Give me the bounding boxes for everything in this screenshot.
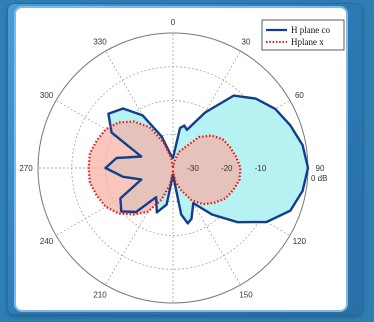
series-layer	[87, 94, 310, 225]
angle-tick-label-240: 240	[40, 237, 54, 246]
polar-chart: 0306090120150180210240270300330-30-20-10…	[19, 18, 345, 304]
angle-tick-label-90: 90	[316, 164, 325, 173]
angle-tick-label-270: 270	[19, 164, 33, 173]
grid-spoke	[172, 167, 241, 286]
legend: H plane co Hplane x	[261, 19, 345, 51]
label-layer: 0306090120150180210240270300330-30-20-10…	[19, 18, 327, 299]
series-line-hplane-x	[87, 120, 242, 216]
angle-tick-label-30: 30	[242, 38, 251, 47]
grid-spoke	[172, 167, 291, 236]
grid-spoke	[172, 50, 241, 169]
grid-spoke	[105, 167, 174, 286]
legend-label-hplane-x: Hplane x	[291, 37, 324, 47]
grid-spoke	[55, 100, 174, 169]
angle-tick-label-120: 120	[293, 237, 307, 246]
angle-tick-label-210: 210	[93, 290, 107, 299]
series-line-h-plane-co	[104, 94, 310, 225]
radial-tick-label: 0 dB	[311, 174, 327, 183]
angle-tick-label-330: 330	[93, 38, 107, 47]
radial-tick-label: -30	[187, 164, 199, 173]
radial-tick-label: -20	[221, 164, 233, 173]
angle-tick-label-300: 300	[40, 91, 54, 100]
legend-box	[261, 19, 345, 51]
chart-panel: 0306090120150180210240270300330-30-20-10…	[16, 8, 346, 310]
angle-tick-label-150: 150	[239, 290, 253, 299]
legend-label-h-plane-co: H plane co	[291, 25, 330, 35]
angle-tick-label-0: 0	[171, 18, 176, 27]
grid-spoke	[55, 167, 174, 236]
grid-spoke	[105, 50, 174, 169]
angle-tick-label-60: 60	[295, 91, 304, 100]
radial-tick-label: -10	[255, 164, 267, 173]
